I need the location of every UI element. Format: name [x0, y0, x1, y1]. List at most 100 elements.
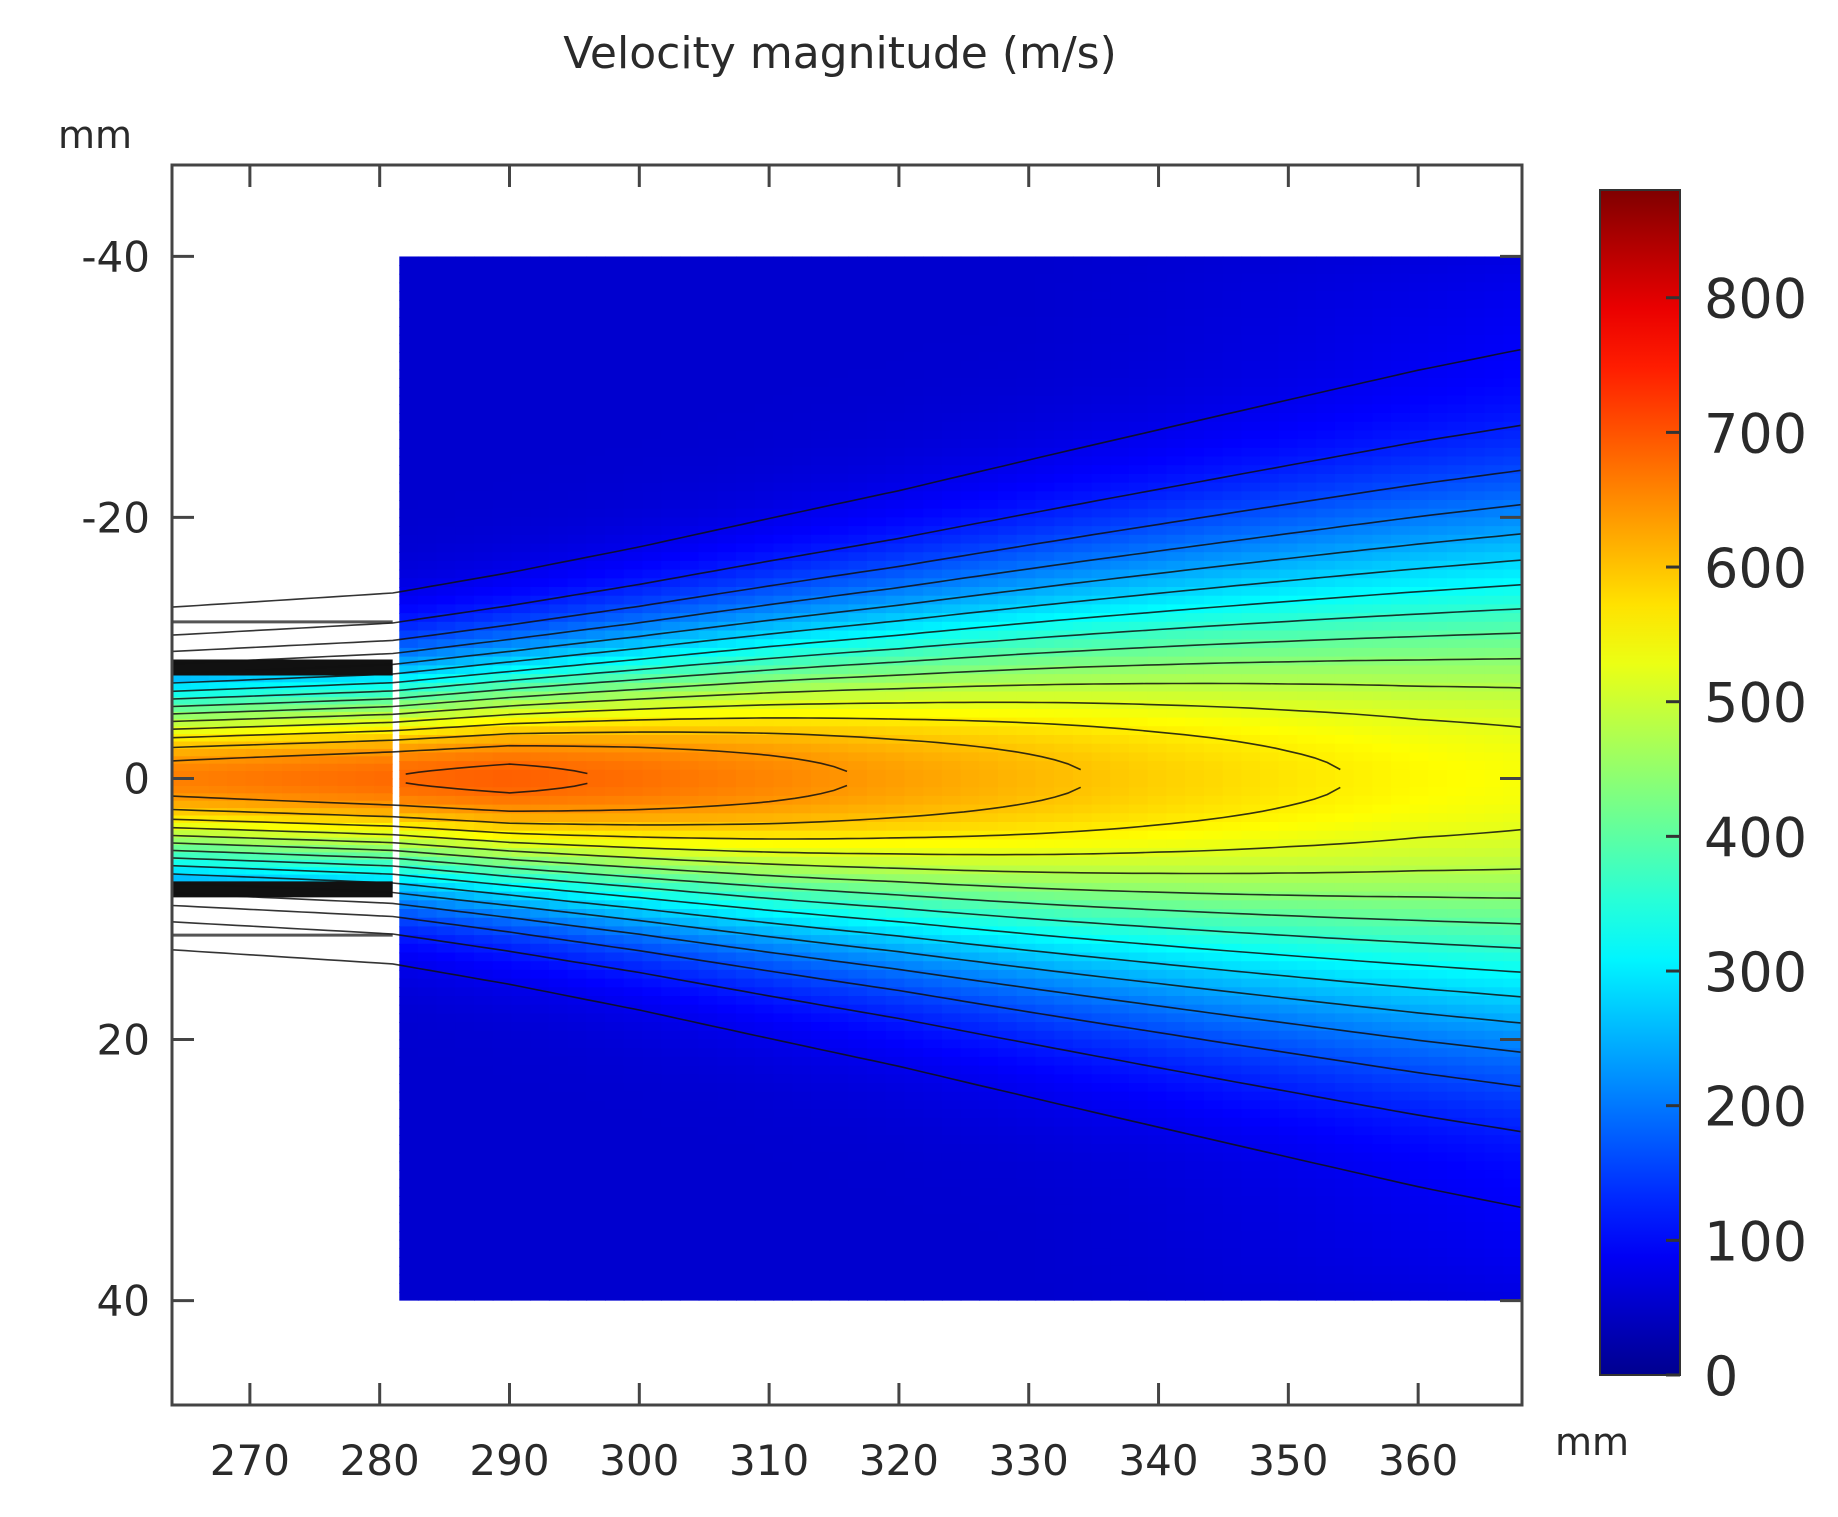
field-cell — [1091, 291, 1112, 301]
field-cell — [998, 735, 1018, 745]
field-cell — [661, 326, 681, 336]
field-cell — [355, 815, 376, 824]
field-cell — [399, 682, 419, 693]
field-cell — [474, 952, 494, 962]
field-cell — [282, 756, 302, 765]
field-cell — [642, 795, 662, 806]
field-cell — [492, 473, 513, 484]
field-cell — [319, 837, 339, 846]
field-cell — [1072, 378, 1093, 388]
field-cell — [605, 743, 625, 754]
field-cell — [436, 1109, 457, 1119]
field-cell — [736, 647, 756, 658]
field-cell — [717, 996, 737, 1006]
field-cell — [717, 326, 737, 336]
field-cell — [829, 926, 850, 936]
field-cell — [998, 917, 1018, 928]
field-cell — [736, 273, 756, 284]
field-cell — [455, 987, 475, 997]
field-cell — [754, 473, 775, 484]
field-cell — [642, 682, 662, 693]
field-cell — [773, 987, 793, 997]
field-cell — [548, 578, 569, 588]
field-cell — [679, 822, 700, 832]
field-cell — [605, 1117, 625, 1128]
field-cell — [208, 822, 228, 832]
field-cell — [548, 430, 569, 440]
field-cell — [867, 1257, 887, 1267]
field-cell — [848, 256, 868, 266]
field-cell — [848, 726, 868, 736]
field-cell — [1035, 822, 1055, 832]
field-cell — [1054, 1231, 1074, 1241]
field-cell — [829, 456, 850, 466]
field-cell — [1035, 578, 1055, 588]
field-cell — [979, 500, 999, 510]
field-cell — [960, 848, 981, 858]
field-cell — [941, 726, 962, 736]
field-cell — [885, 996, 906, 1006]
field-cell — [698, 735, 719, 745]
field-cell — [736, 996, 756, 1006]
field-cell — [436, 543, 457, 553]
field-cell — [810, 378, 831, 388]
field-cell — [754, 1222, 775, 1232]
field-cell — [1035, 1074, 1055, 1084]
field-cell — [773, 717, 793, 728]
field-cell — [623, 639, 644, 649]
field-cell — [773, 386, 793, 397]
field-cell — [208, 874, 228, 883]
field-cell — [642, 465, 662, 475]
field-cell — [474, 465, 494, 475]
field-cell — [567, 961, 588, 971]
field-cell — [282, 734, 302, 743]
field-cell — [792, 717, 812, 728]
field-cell — [399, 1126, 419, 1136]
field-cell — [661, 717, 681, 728]
field-cell — [923, 334, 943, 345]
field-cell — [642, 587, 662, 597]
field-cell — [436, 952, 457, 962]
field-cell — [941, 795, 962, 806]
field-cell — [455, 874, 475, 884]
field-cell — [492, 874, 513, 884]
field-cell — [941, 848, 962, 858]
field-cell — [923, 856, 943, 867]
field-cell — [923, 1178, 943, 1189]
field-cell — [867, 543, 887, 553]
field-cell — [679, 752, 700, 762]
field-cell — [1054, 795, 1074, 806]
field-cell — [474, 404, 494, 414]
field-cell — [998, 1152, 1018, 1163]
field-cell — [1091, 1196, 1112, 1206]
field-cell — [227, 822, 247, 832]
field-cell — [474, 708, 494, 719]
field-cell — [586, 560, 606, 571]
field-cell — [492, 735, 513, 745]
field-cell — [1035, 404, 1055, 414]
field-cell — [586, 299, 606, 310]
field-cell — [1016, 1004, 1037, 1015]
field-cell — [567, 778, 588, 788]
field-cell — [923, 1091, 943, 1102]
field-cell — [810, 1274, 831, 1284]
field-cell — [998, 1222, 1018, 1232]
field-cell — [792, 378, 812, 388]
field-cell — [792, 1291, 812, 1301]
field-cell — [455, 282, 475, 292]
field-cell — [717, 569, 737, 580]
field-cell — [436, 439, 457, 449]
field-cell — [1091, 343, 1112, 353]
field-cell — [717, 1004, 737, 1015]
field-cell — [661, 752, 681, 762]
field-cell — [530, 360, 550, 371]
field-cell — [754, 987, 775, 997]
field-cell — [923, 378, 943, 388]
field-cell — [399, 987, 419, 997]
field-cell — [492, 517, 513, 527]
field-cell — [548, 604, 569, 614]
field-cell — [1110, 587, 1130, 597]
field-cell — [1110, 604, 1130, 614]
field-cell — [829, 630, 850, 640]
field-cell — [829, 604, 850, 614]
